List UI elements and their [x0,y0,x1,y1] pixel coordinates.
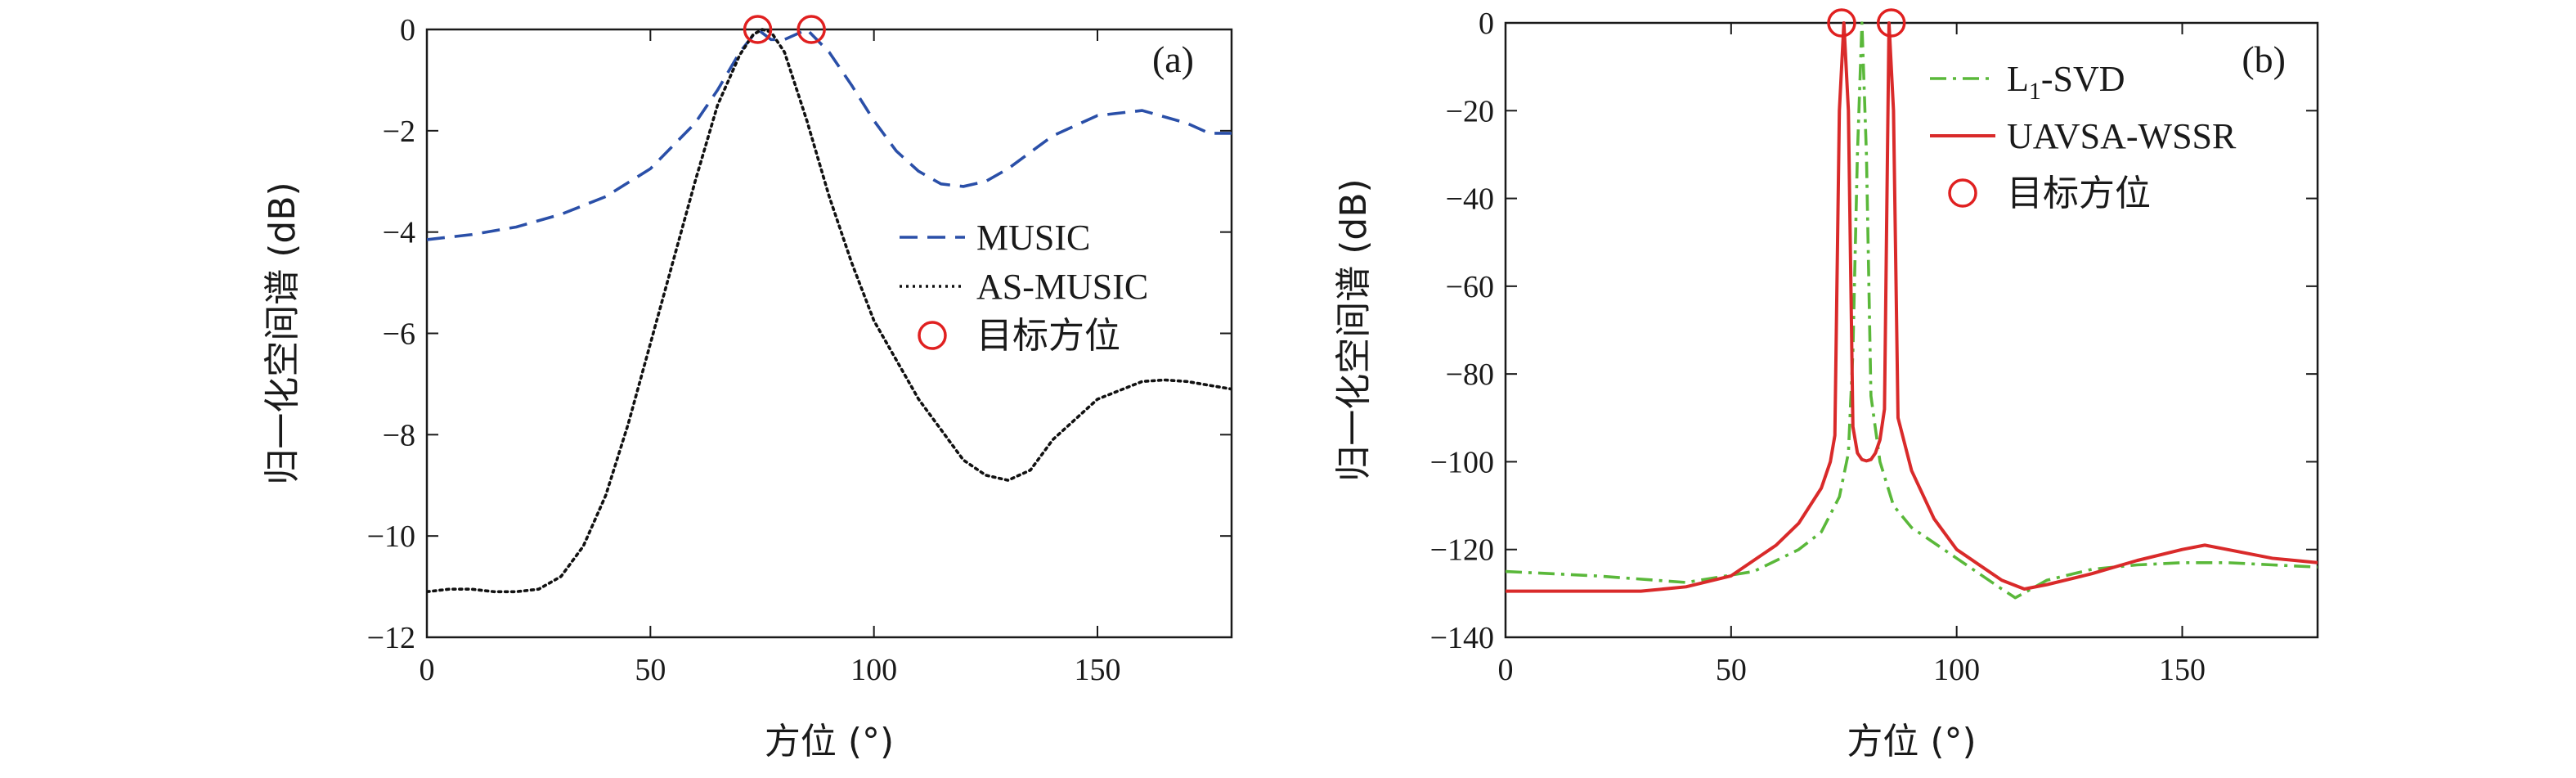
panel-a-chart: 0 50 100 150 0 −2 −4 −6 −8 −10 −12 方位 (°) 归一化空间谱 (dB… [262,13,1233,762]
x-tick-label: 0 [420,653,435,687]
legend-entry-label: AS-MUSIC [976,267,1148,307]
panel-label: (b) [2242,38,2286,80]
y-tick-label: −20 [1446,94,1494,128]
y-tick-label: −80 [1446,358,1494,392]
y-tick-label: −4 [383,216,415,250]
y-axis-title: 归一化空间谱 (dB) [262,182,303,484]
series-line-l1-svd [1506,21,2318,600]
legend-marker [918,321,947,350]
legend-entry-label: L1-SVD [2007,59,2125,105]
y-tick-label: 0 [400,13,415,47]
x-tick-label: 0 [1498,653,1514,687]
y-axis-title: 归一化空间谱 (dB) [1333,178,1375,481]
x-tick-label: 50 [1716,653,1747,687]
series-line-music [427,28,1232,241]
plot-frame [1504,21,2319,639]
legend-entry-label: MUSIC [976,218,1090,258]
y-tick-label: −140 [1430,621,1494,655]
target-marker [743,15,773,44]
x-axis-title: 方位 (°) [1847,721,1976,762]
x-tick-label: 100 [850,653,897,687]
series-line-uavsa-wssr [1506,21,2318,593]
legend: L1-SVD UAVSA-WSSR 目标方位 [1930,59,2237,214]
legend-entry-label: 目标方位 [2007,173,2151,214]
x-tick-label: 100 [1933,653,1980,687]
y-tick-label: −40 [1446,182,1494,217]
y-tick-label: −100 [1430,445,1494,479]
x-tick-label: 150 [2159,653,2206,687]
y-tick-label: 0 [1479,7,1494,41]
y-tick-label: −6 [383,317,415,352]
y-tick-label: −120 [1430,533,1494,568]
x-tick-label: 50 [635,653,666,687]
panel-label: (a) [1152,38,1194,80]
y-tick-label: −60 [1446,270,1494,304]
x-tick-label: 150 [1075,653,1121,687]
target-marker [797,15,826,44]
target-marker [1876,8,1906,38]
x-axis-title: 方位 (°) [765,721,894,762]
legend-marker [1948,178,1977,208]
y-tick-label: −10 [367,519,415,554]
y-tick-label: −2 [383,115,415,149]
legend-entry-label: 目标方位 [976,315,1120,357]
series-line-as-music [427,28,1232,594]
y-tick-label: −12 [367,621,415,655]
target-marker [1827,8,1856,38]
legend: MUSIC AS-MUSIC 目标方位 [900,218,1148,357]
legend-entry-label: UAVSA-WSSR [2007,116,2237,156]
panel-b-chart: 0 50 100 150 0 −20 −40 −60 −80 −100 −120 −140 方位 (°)… [1333,7,2319,762]
y-tick-label: −8 [383,418,415,452]
